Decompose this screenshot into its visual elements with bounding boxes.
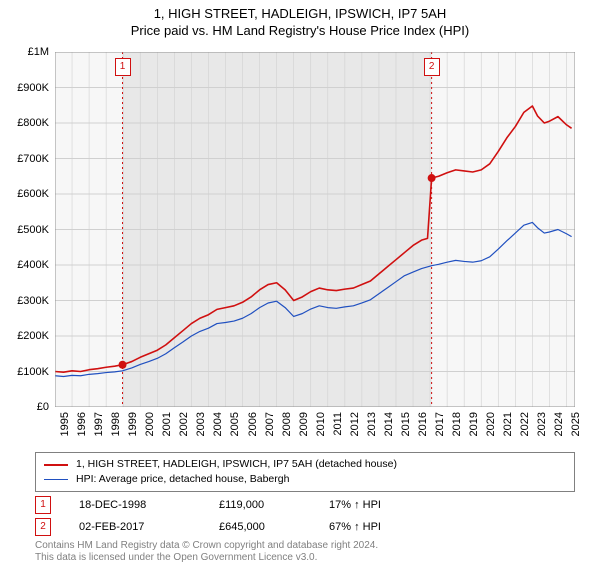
x-axis-label: 1998 (110, 412, 122, 436)
y-axis-label: £200K (17, 330, 49, 342)
sale-pct-hpi: 17% ↑ HPI (329, 499, 449, 511)
sale-number-badge: 2 (35, 518, 51, 536)
y-axis-label: £400K (17, 259, 49, 271)
sale-marker-badge: 1 (115, 58, 131, 76)
x-axis-label: 2012 (349, 412, 361, 436)
x-axis-label: 2025 (570, 412, 582, 436)
y-axis-label: £1M (28, 46, 49, 58)
x-axis-label: 2013 (366, 412, 378, 436)
chart: £0£100K£200K£300K£400K£500K£600K£700K£80… (55, 52, 575, 407)
x-axis-label: 2003 (195, 412, 207, 436)
y-axis-label: £300K (17, 295, 49, 307)
x-axis-label: 2021 (502, 412, 514, 436)
x-axis-label: 2002 (178, 412, 190, 436)
x-axis-label: 2009 (298, 412, 310, 436)
x-axis-label: 2005 (229, 412, 241, 436)
x-axis-label: 2017 (434, 412, 446, 436)
x-axis-label: 2001 (161, 412, 173, 436)
y-axis-label: £700K (17, 153, 49, 165)
x-axis-label: 1995 (59, 412, 71, 436)
citation: Contains HM Land Registry data © Crown c… (35, 540, 378, 564)
sale-number-badge: 1 (35, 496, 51, 514)
x-axis-label: 2022 (519, 412, 531, 436)
x-axis-label: 2008 (281, 412, 293, 436)
sale-row: 1 18-DEC-1998 £119,000 17% ↑ HPI (35, 494, 449, 516)
x-axis-label: 2007 (264, 412, 276, 436)
sale-price: £119,000 (219, 499, 329, 511)
x-axis-label: 2018 (451, 412, 463, 436)
sale-row: 2 02-FEB-2017 £645,000 67% ↑ HPI (35, 516, 449, 538)
y-axis-label: £900K (17, 82, 49, 94)
page-title-subtitle: Price paid vs. HM Land Registry's House … (0, 23, 600, 38)
legend-label: 1, HIGH STREET, HADLEIGH, IPSWICH, IP7 5… (76, 457, 397, 472)
x-axis-label: 2019 (468, 412, 480, 436)
sale-marker-badge: 2 (424, 58, 440, 76)
sales-table: 1 18-DEC-1998 £119,000 17% ↑ HPI 2 02-FE… (35, 494, 449, 538)
legend-swatch (44, 479, 68, 480)
x-axis-label: 2023 (536, 412, 548, 436)
x-axis-label: 1996 (76, 412, 88, 436)
x-axis-label: 2016 (417, 412, 429, 436)
x-axis-label: 2010 (315, 412, 327, 436)
legend-row-price-paid: 1, HIGH STREET, HADLEIGH, IPSWICH, IP7 5… (44, 457, 566, 472)
sale-pct-hpi: 67% ↑ HPI (329, 521, 449, 533)
legend-swatch (44, 464, 68, 466)
sale-price: £645,000 (219, 521, 329, 533)
page-title-address: 1, HIGH STREET, HADLEIGH, IPSWICH, IP7 5… (0, 6, 600, 21)
sale-date: 02-FEB-2017 (79, 521, 219, 533)
legend-label: HPI: Average price, detached house, Babe… (76, 472, 289, 487)
y-axis-label: £100K (17, 366, 49, 378)
x-axis-label: 1999 (127, 412, 139, 436)
y-axis-label: £0 (37, 401, 49, 413)
y-axis-label: £500K (17, 224, 49, 236)
x-axis-label: 1997 (93, 412, 105, 436)
x-axis-label: 2011 (332, 412, 344, 436)
y-axis-label: £600K (17, 188, 49, 200)
legend-row-hpi: HPI: Average price, detached house, Babe… (44, 472, 566, 487)
x-axis-label: 2000 (144, 412, 156, 436)
x-axis-label: 2015 (400, 412, 412, 436)
legend: 1, HIGH STREET, HADLEIGH, IPSWICH, IP7 5… (35, 452, 575, 492)
chart-svg (55, 52, 575, 407)
x-axis-label: 2006 (247, 412, 259, 436)
x-axis-label: 2004 (212, 412, 224, 436)
citation-line: This data is licensed under the Open Gov… (35, 552, 378, 564)
x-axis-label: 2014 (383, 412, 395, 436)
x-axis-label: 2020 (485, 412, 497, 436)
sale-date: 18-DEC-1998 (79, 499, 219, 511)
citation-line: Contains HM Land Registry data © Crown c… (35, 540, 378, 552)
y-axis-label: £800K (17, 117, 49, 129)
x-axis-label: 2024 (553, 412, 565, 436)
